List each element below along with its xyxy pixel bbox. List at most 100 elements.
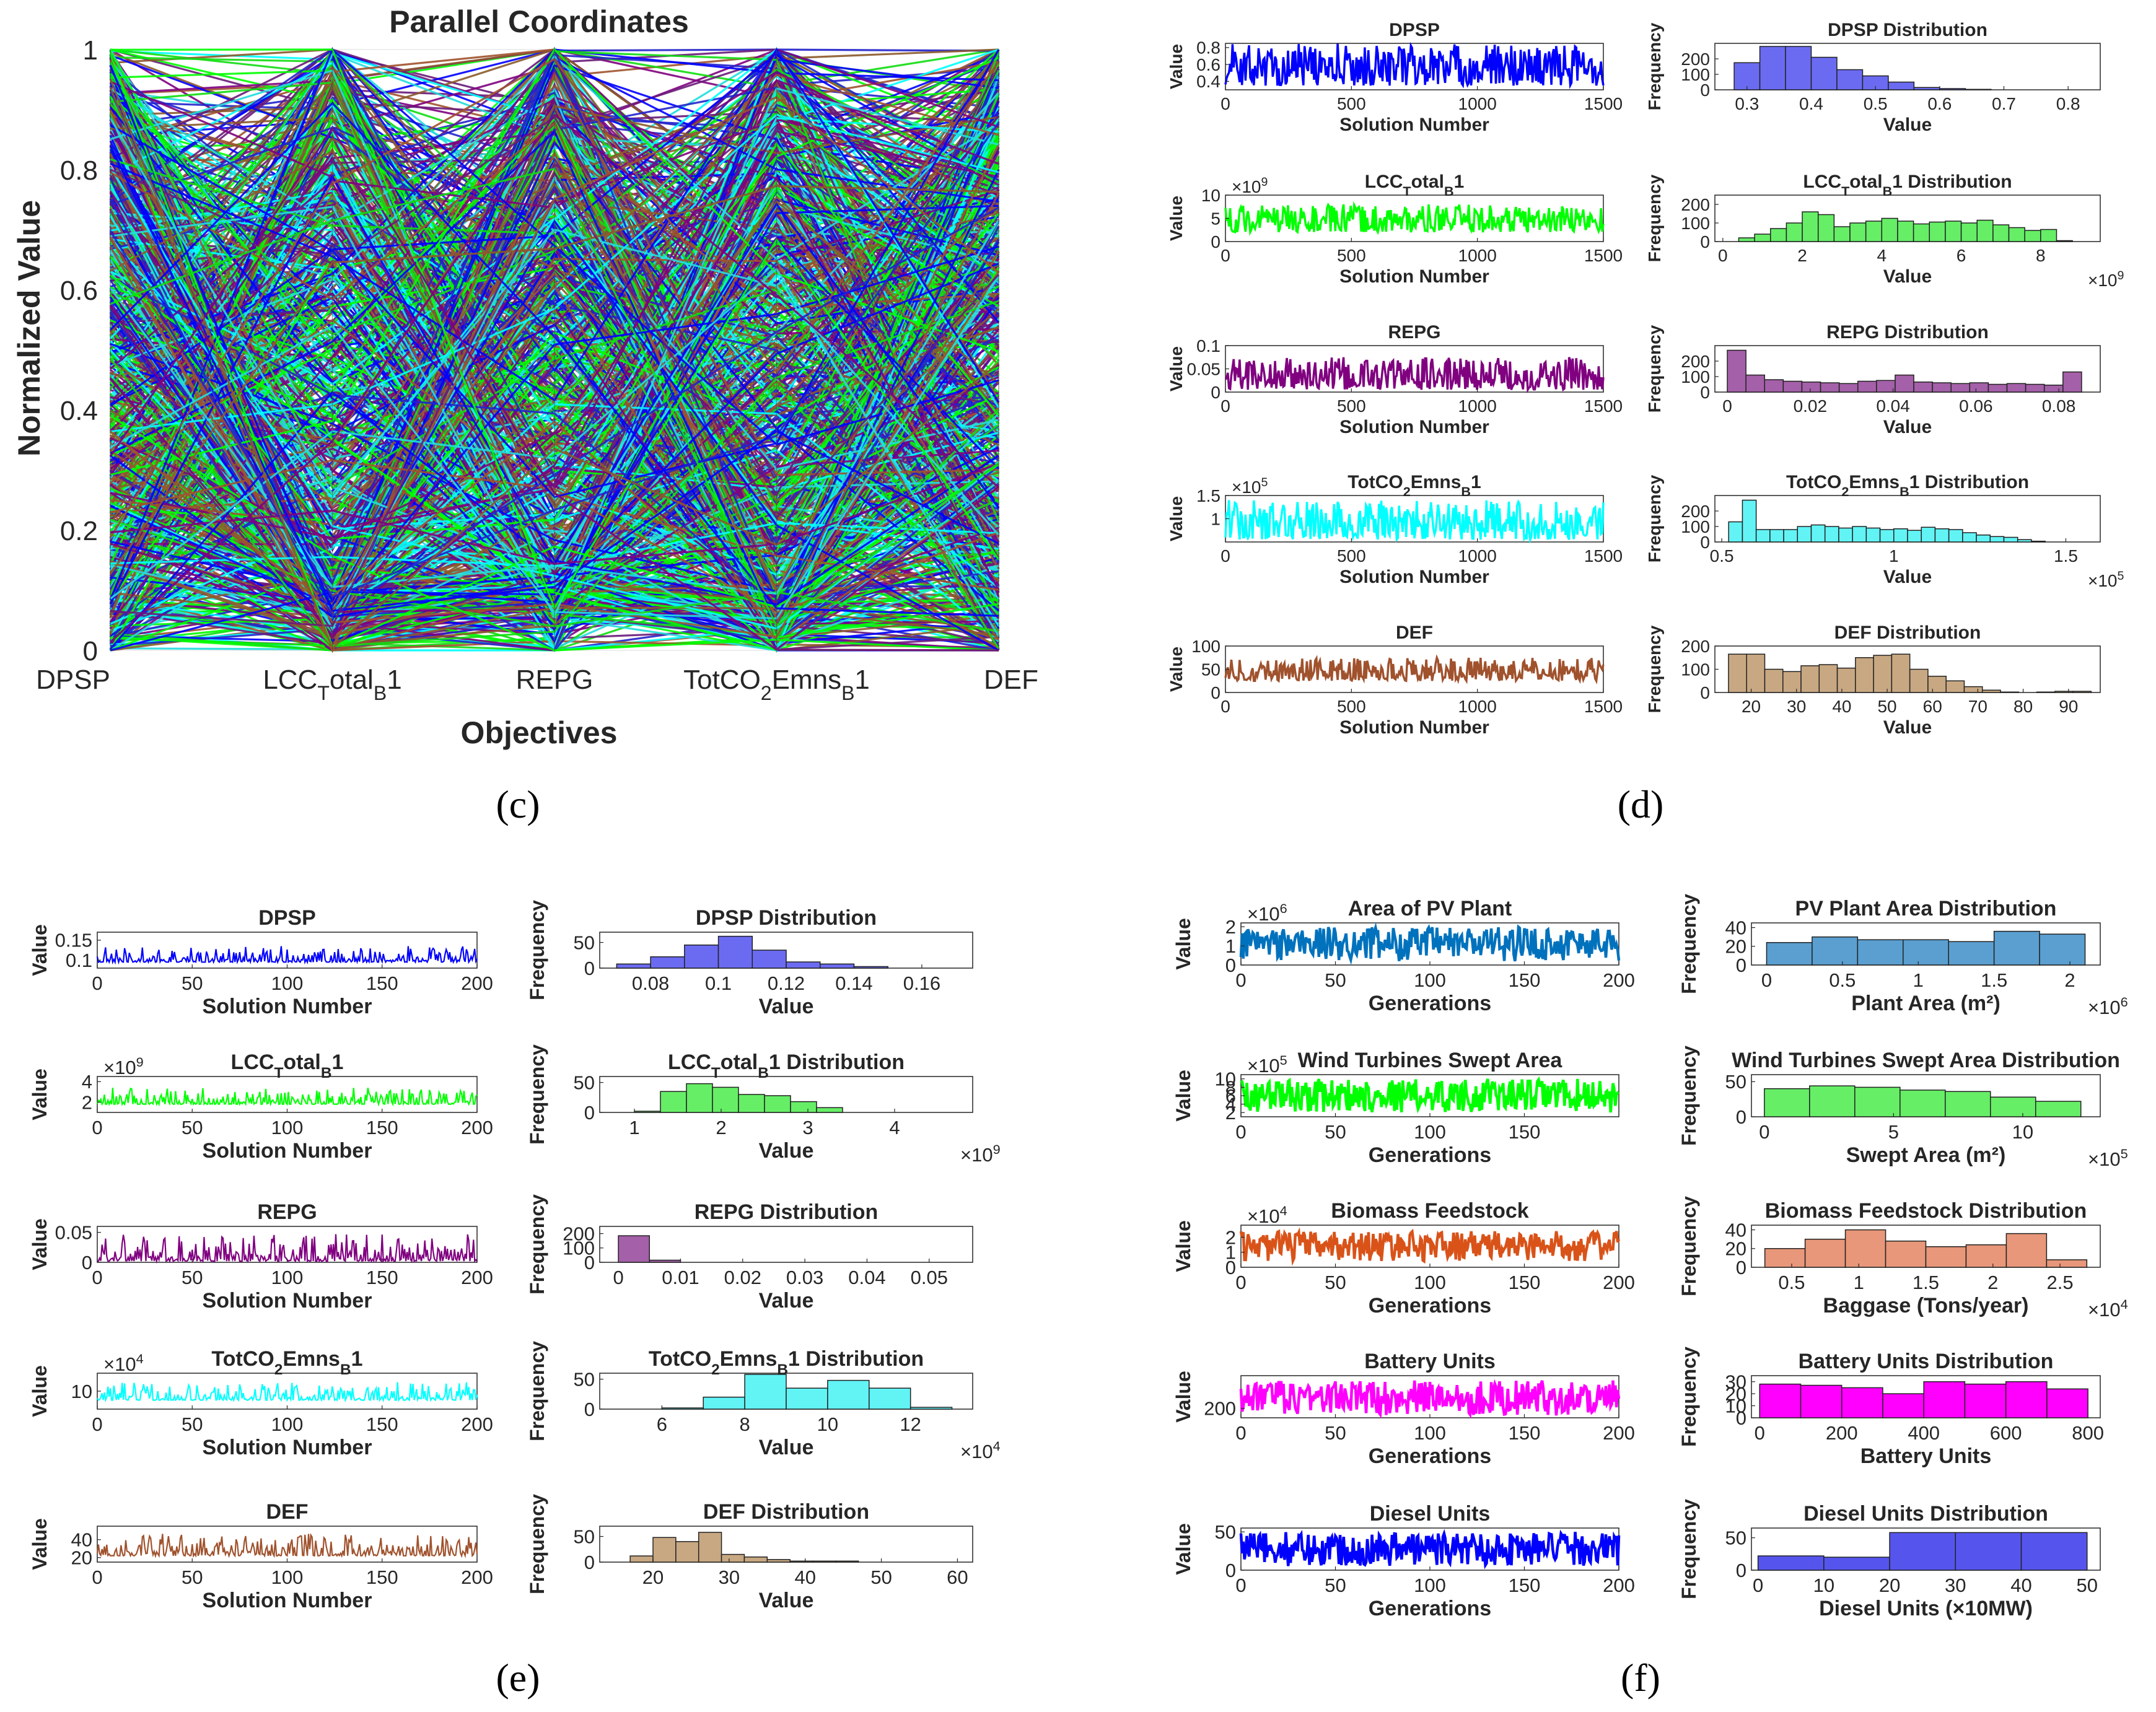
subplot-title: REPG Distribution — [695, 1200, 879, 1224]
axis-exponent: ×105 — [2088, 569, 2124, 590]
histogram-bar — [1964, 1383, 2007, 1418]
y-tick-label: 20 — [1725, 936, 1746, 958]
y-tick-label: 1 — [1225, 935, 1236, 957]
x-tick-label: 20 — [642, 1566, 664, 1588]
caption-d: (d) — [1618, 782, 1664, 826]
x-tick-label: 200 — [1603, 969, 1635, 991]
series-line — [1239, 1529, 1621, 1570]
x-axis-label: Value — [759, 1589, 814, 1612]
histogram-bar — [629, 1555, 654, 1563]
histogram-bar — [869, 1387, 911, 1410]
parallel-ylabel: Normalized Value — [12, 200, 46, 456]
histogram-bar — [1909, 668, 1929, 693]
histogram-bar — [1976, 535, 1991, 543]
histogram-bar — [1800, 1384, 1843, 1418]
subplot-title: DEF — [266, 1500, 309, 1524]
histogram-bar — [1885, 1240, 1927, 1268]
histogram-bar — [1990, 1096, 2036, 1117]
x-tick-label: 150 — [1509, 1422, 1541, 1444]
x-tick-label: 0 — [1220, 246, 1230, 265]
y-axis-label: Frequency — [1645, 22, 1664, 110]
x-tick-label: 70 — [1968, 697, 1987, 716]
histogram-bar — [2062, 371, 2082, 393]
histogram-bar — [1797, 526, 1812, 543]
x-tick-label: 0.04 — [1876, 396, 1910, 416]
histogram-bar — [2040, 229, 2057, 242]
y-tick-label: 50 — [574, 932, 595, 953]
subplot-title: REPG — [1388, 322, 1440, 343]
histogram-bar — [1891, 653, 1911, 693]
y-axis-label: Value — [1167, 496, 1186, 541]
x-tick-label: 4 — [1877, 246, 1887, 265]
y-tick-label: 0 — [83, 636, 98, 666]
line-chart-f-3: 0 50 100 150 200 200 Battery Units Generations V… — [1172, 1350, 1635, 1468]
y-tick-label: 100 — [563, 1238, 595, 1259]
y-axis-label: Value — [1167, 647, 1186, 692]
x-tick-label: 0.5 — [1864, 94, 1888, 113]
axis-exponent: ×109 — [2088, 269, 2124, 290]
x-tick-label: 0 — [1220, 546, 1230, 566]
histogram-bar — [1783, 529, 1799, 543]
y-tick-label: 0 — [1225, 1560, 1236, 1581]
subplot-title: Biomass Feedstock — [1331, 1199, 1528, 1223]
histogram-bar — [1955, 1532, 2022, 1571]
series-line — [1224, 654, 1605, 684]
histogram-bar — [1800, 665, 1820, 693]
histogram-bar — [660, 1091, 687, 1113]
x-tick-label: 0 — [1761, 969, 1772, 991]
histogram-bar — [1802, 211, 1819, 242]
histogram-bar — [2005, 1233, 2048, 1268]
histogram-bar — [1746, 653, 1766, 693]
x-axis-label: Swept Area (m²) — [1846, 1143, 2006, 1167]
subplot-title: PV Plant Area Distribution — [1795, 897, 2057, 920]
series-line — [96, 1087, 478, 1107]
x-tick-label: 0.5 — [1710, 546, 1734, 566]
histogram-bar — [743, 1556, 768, 1563]
histogram-bar — [1764, 1088, 1810, 1117]
histogram-bar — [2054, 691, 2074, 693]
subplot-title: TotCO2EmnsB1 — [1348, 472, 1481, 499]
histogram-bar — [1929, 221, 1946, 242]
histogram-bar — [766, 1559, 791, 1563]
y-axis-label: Frequency — [1678, 1196, 1700, 1296]
histogram-bar — [1882, 1393, 1924, 1418]
y-tick-label: 50 — [574, 1369, 595, 1391]
x-tick-label: 400 — [1908, 1422, 1940, 1444]
y-axis-label: Frequency — [1678, 1499, 1700, 1599]
histogram-bar — [816, 1107, 843, 1113]
histogram-bar — [1962, 532, 1977, 543]
x-tick-label: 50 — [1325, 1574, 1346, 1596]
histogram-bar — [1969, 382, 1989, 393]
subplot-title: Diesel Units Distribution — [1803, 1502, 2048, 1526]
x-tick-label: 10 — [1813, 1574, 1834, 1596]
x-tick-label: 100 — [1414, 969, 1446, 991]
subplot-title: Diesel Units — [1370, 1502, 1491, 1526]
y-axis-label: Value — [1172, 1523, 1194, 1575]
x-tick-label: 100 — [1414, 1574, 1446, 1596]
x-tick-label: 0 — [1755, 1422, 1765, 1444]
histogram-bar — [819, 963, 855, 969]
histogram-bar — [1950, 383, 1971, 393]
histogram-bar — [1857, 939, 1904, 966]
subplot-title: TotCO2EmnsB1 Distribution — [649, 1347, 924, 1378]
histogram-bar — [1810, 56, 1838, 90]
histogram-bar — [1820, 382, 1840, 393]
x-axis-label: Battery Units — [1860, 1444, 1992, 1468]
histogram-bar — [738, 1094, 765, 1113]
histogram-bar — [1965, 89, 1992, 90]
y-tick-label: 0.6 — [1196, 55, 1220, 74]
x-tick-label: 50 — [1325, 1422, 1346, 1444]
series-line — [96, 946, 478, 965]
histogram-bar — [1989, 536, 2005, 543]
x-axis-label: Solution Number — [1339, 717, 1489, 738]
x-tick-label: 1.5 — [1981, 969, 2007, 991]
histogram-bar — [1945, 1091, 1991, 1117]
series-line — [1239, 1227, 1621, 1266]
histogram-bar — [1903, 939, 1949, 966]
y-axis-label: Frequency — [526, 1341, 548, 1441]
x-tick-label: 3 — [802, 1117, 813, 1138]
